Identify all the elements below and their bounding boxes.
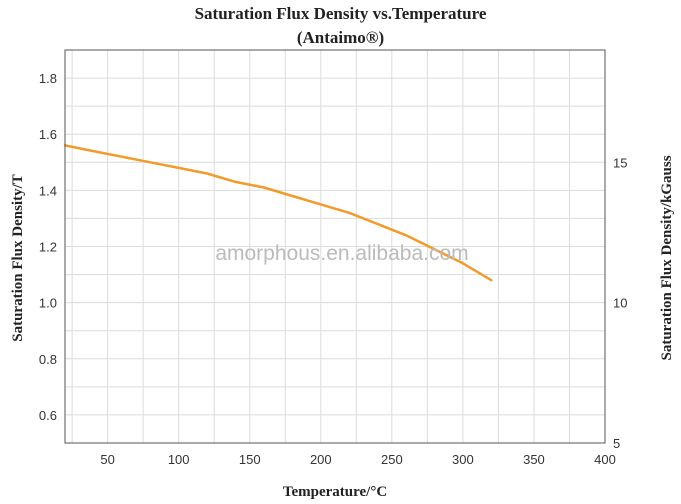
x-tick-label: 300 — [452, 452, 474, 467]
y2-tick-label: 5 — [613, 436, 620, 451]
watermark-text: amorphous.en.alibaba.com — [215, 242, 468, 265]
chart-subtitle: (Antaimo®) — [296, 28, 385, 47]
y-tick-label: 1.6 — [39, 127, 57, 142]
x-tick-label: 150 — [239, 452, 261, 467]
x-tick-label: 250 — [381, 452, 403, 467]
y2-tick-label: 10 — [613, 296, 627, 311]
x-axis-label: Temperature/°C — [283, 484, 387, 500]
y-tick-label: 1.8 — [39, 71, 57, 86]
y-tick-label: 1.4 — [39, 183, 57, 198]
y-tick-label: 0.6 — [39, 408, 57, 423]
data-marks — [63, 144, 493, 282]
y2-axis-label: Saturation Flux Density/kGauss — [659, 155, 675, 360]
y-axis-label: Saturation Flux Density/T — [10, 174, 26, 342]
x-tick-label: 400 — [594, 452, 616, 467]
x-tick-label: 350 — [523, 452, 545, 467]
x-tick-label: 100 — [168, 452, 190, 467]
tick-labels: 50 100 150 200 250 300 350 400 0.6 0.8 1.0 1.2 1.4 1.… — [39, 71, 628, 467]
y-tick-label: 0.8 — [39, 352, 57, 367]
y2-tick-label: 15 — [613, 155, 627, 170]
y-tick-label: 1.0 — [39, 296, 57, 311]
chart-title: Saturation Flux Density vs.Temperature — [194, 4, 487, 23]
y-tick-label: 1.2 — [39, 240, 57, 255]
series-line — [63, 144, 493, 282]
x-tick-label: 200 — [310, 452, 332, 467]
x-tick-label: 50 — [100, 452, 114, 467]
plot-frame — [64, 49, 606, 444]
